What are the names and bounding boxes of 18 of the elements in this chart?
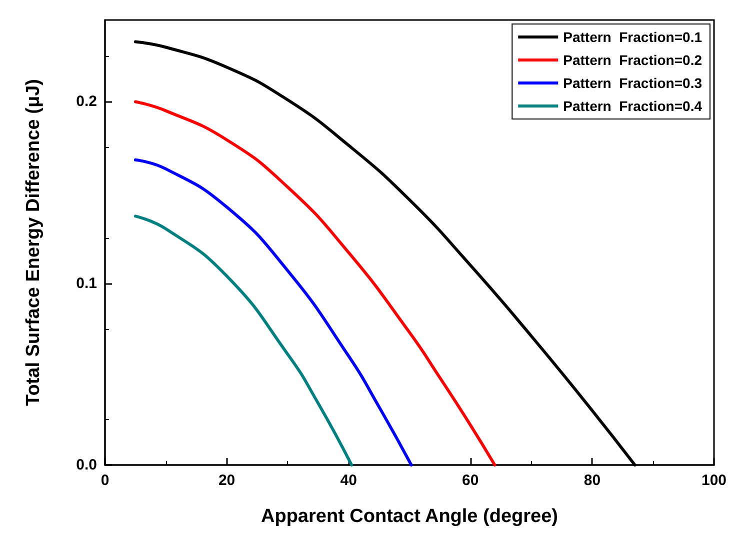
legend-label: Pattern Fraction=0.3 [563,75,702,91]
y-tick-label: 0.1 [76,274,97,292]
legend-label: Pattern Fraction=0.2 [563,52,702,68]
x-tick-label: 20 [218,472,236,489]
x-tick-label: 40 [340,472,357,489]
y-tick-label: 0.0 [76,456,97,474]
x-tick-label: 60 [462,472,479,489]
line-series [134,214,354,466]
y-tick-label: 0.2 [76,93,97,110]
y-axis-title: Total Surface Energy Difference (μJ) [23,79,44,406]
x-tick-label: 100 [701,472,727,489]
legend-label: Pattern Fraction=0.4 [563,98,702,114]
line-series [134,100,496,466]
x-tick-label: 0 [100,472,110,489]
legend-label: Pattern Fraction=0.1 [563,29,702,45]
line-series [134,158,413,466]
x-tick-label: 80 [584,472,601,489]
x-axis-title: Apparent Contact Angle (degree) [261,506,558,527]
